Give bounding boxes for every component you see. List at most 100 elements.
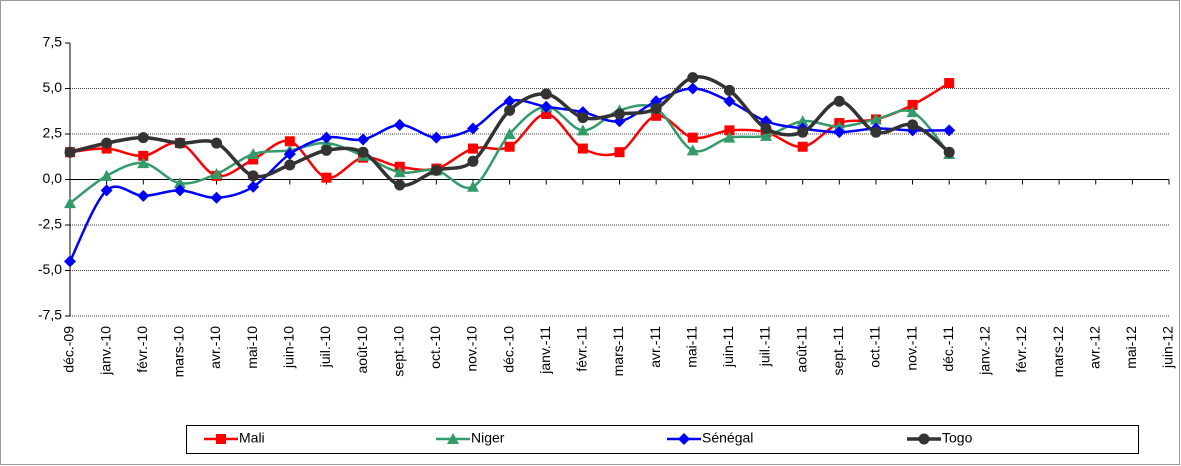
legend-box bbox=[186, 425, 1139, 454]
marker bbox=[137, 132, 149, 144]
marker bbox=[723, 131, 736, 143]
marker bbox=[503, 95, 516, 108]
x-tick-label: janv.-11 bbox=[537, 326, 553, 375]
y-tick-label: 7,5 bbox=[43, 34, 63, 50]
marker bbox=[466, 122, 479, 135]
marker bbox=[430, 131, 443, 144]
marker bbox=[467, 143, 478, 154]
marker bbox=[137, 189, 150, 202]
marker bbox=[210, 168, 223, 180]
x-tick-label: juin-10 bbox=[281, 326, 297, 369]
marker bbox=[357, 133, 370, 146]
marker bbox=[723, 84, 735, 96]
marker bbox=[284, 136, 295, 147]
marker bbox=[393, 166, 406, 178]
marker bbox=[944, 78, 955, 89]
x-tick-label: janv.-12 bbox=[977, 326, 993, 376]
x-tick-label: sept.-11 bbox=[830, 326, 846, 376]
x-tick-label: juil.-11 bbox=[757, 326, 773, 367]
y-tick-label: -7,5 bbox=[38, 307, 62, 323]
x-tick-label: mai-10 bbox=[244, 326, 260, 369]
marker bbox=[248, 154, 259, 165]
marker bbox=[430, 164, 442, 176]
marker bbox=[833, 126, 846, 139]
marker bbox=[686, 144, 699, 156]
marker bbox=[577, 143, 588, 154]
marker bbox=[100, 169, 113, 181]
x-tick-label: mars-11 bbox=[610, 326, 626, 377]
marker bbox=[907, 99, 918, 110]
marker bbox=[284, 159, 296, 171]
x-tick-label: mai-12 bbox=[1123, 326, 1139, 369]
x-tick-label: juil.-10 bbox=[317, 326, 333, 368]
marker bbox=[247, 170, 259, 182]
x-tick-label: oct.-11 bbox=[867, 326, 883, 368]
x-tick-label: janv.-10 bbox=[97, 326, 113, 376]
marker bbox=[651, 110, 662, 121]
marker bbox=[467, 155, 479, 167]
marker bbox=[393, 118, 406, 131]
legend-label: Sénégal bbox=[702, 430, 753, 446]
marker bbox=[678, 433, 690, 445]
marker bbox=[320, 144, 332, 156]
marker bbox=[503, 128, 516, 139]
marker bbox=[101, 137, 113, 149]
marker bbox=[797, 141, 808, 152]
marker bbox=[796, 115, 809, 127]
marker bbox=[174, 137, 186, 149]
marker bbox=[540, 100, 553, 113]
marker bbox=[687, 132, 698, 143]
marker bbox=[64, 255, 76, 268]
marker bbox=[541, 108, 552, 119]
marker bbox=[870, 126, 882, 138]
marker bbox=[540, 88, 552, 100]
marker bbox=[466, 180, 479, 192]
y-tick-label: -2,5 bbox=[38, 216, 62, 232]
x-tick-label: mai-11 bbox=[683, 326, 699, 368]
marker bbox=[210, 191, 223, 204]
x-tick-label: févr.-10 bbox=[134, 326, 150, 373]
x-tick-label: févr.-12 bbox=[1013, 326, 1029, 373]
marker bbox=[216, 434, 226, 444]
marker bbox=[918, 433, 930, 445]
marker bbox=[943, 124, 956, 137]
marker bbox=[797, 126, 809, 138]
marker bbox=[247, 180, 260, 193]
x-tick-label: nov.-11 bbox=[903, 326, 919, 371]
marker bbox=[614, 147, 625, 158]
x-tick-label: sept.-10 bbox=[390, 326, 406, 377]
x-tick-label: déc.-11 bbox=[940, 326, 956, 372]
legend-label: Togo bbox=[942, 430, 973, 446]
marker bbox=[686, 82, 699, 95]
marker bbox=[64, 146, 76, 158]
x-tick-label: mars-12 bbox=[1050, 326, 1066, 378]
marker bbox=[357, 146, 369, 158]
marker bbox=[247, 148, 260, 160]
marker bbox=[833, 95, 845, 107]
marker bbox=[724, 125, 735, 136]
marker bbox=[173, 184, 186, 197]
marker bbox=[504, 141, 515, 152]
marker bbox=[211, 137, 223, 149]
y-tick-label: 5,0 bbox=[43, 79, 63, 95]
marker bbox=[687, 72, 699, 84]
marker bbox=[283, 148, 296, 161]
x-tick-label: avr.-12 bbox=[1086, 326, 1102, 369]
marker bbox=[504, 104, 516, 116]
x-tick-label: juin-12 bbox=[1160, 326, 1176, 369]
marker bbox=[650, 103, 662, 115]
x-tick-label: déc.-09 bbox=[61, 326, 77, 373]
x-tick-label: août-11 bbox=[793, 326, 809, 373]
marker bbox=[320, 131, 333, 144]
x-tick-label: juin-11 bbox=[720, 326, 736, 368]
marker bbox=[394, 179, 406, 191]
legend-label: Niger bbox=[471, 430, 505, 446]
y-tick-label: 2,5 bbox=[43, 125, 63, 141]
marker bbox=[173, 177, 186, 189]
marker bbox=[138, 150, 149, 161]
x-tick-label: août-10 bbox=[354, 326, 370, 374]
marker bbox=[64, 197, 76, 209]
marker bbox=[447, 433, 459, 444]
x-tick-label: oct.-10 bbox=[427, 326, 443, 369]
